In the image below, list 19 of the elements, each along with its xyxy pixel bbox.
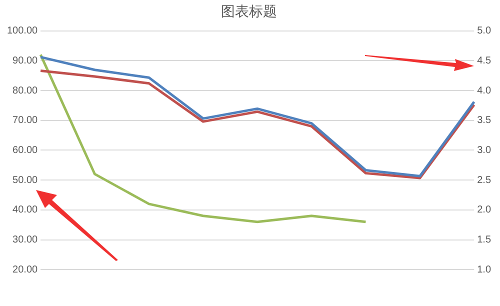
- y2-tick-label: 1.5: [477, 234, 492, 246]
- y-tick-label: 50.00: [12, 174, 38, 186]
- chart-title: 图表标题: [221, 4, 277, 20]
- y-tick-label: 90.00: [12, 55, 38, 66]
- y2-tick-label: 3.0: [477, 144, 492, 156]
- y-tick-label: 100.00: [6, 26, 38, 37]
- y2-tick-label: 4.0: [477, 85, 492, 96]
- y-tick-label: 80.00: [12, 85, 38, 96]
- y2-tick-label: 3.5: [477, 115, 492, 126]
- y2-tick-label: 1.0: [477, 264, 492, 276]
- y2-tick-label: 4.5: [477, 55, 492, 66]
- y-tick-label: 30.00: [12, 234, 38, 246]
- y-tick-label: 20.00: [12, 264, 38, 276]
- y2-tick-label: 2.0: [477, 204, 492, 216]
- y-tick-label: 70.00: [12, 115, 38, 126]
- y-tick-label: 40.00: [12, 204, 38, 216]
- y2-tick-label: 2.5: [477, 174, 492, 186]
- y2-tick-label: 5.0: [477, 26, 492, 37]
- y-tick-label: 60.00: [12, 144, 38, 156]
